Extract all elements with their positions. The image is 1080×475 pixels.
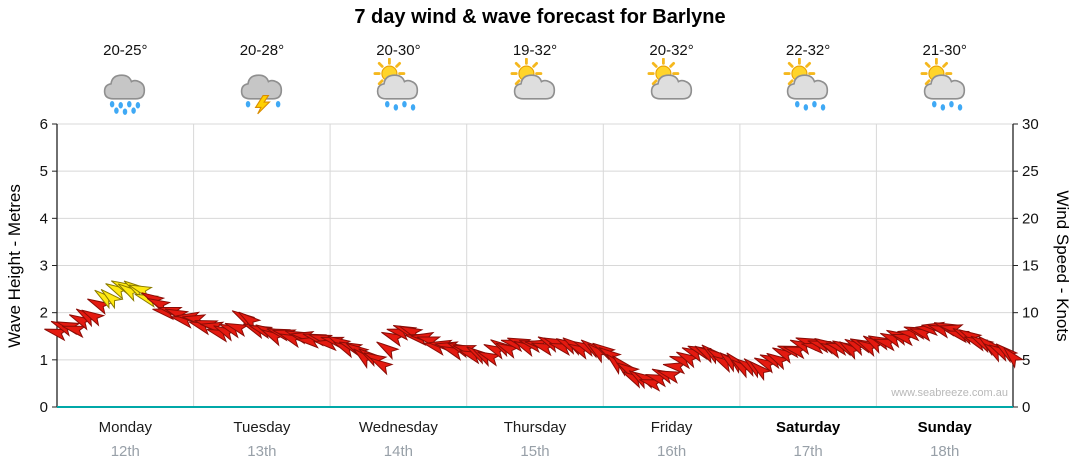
cloud-icon (513, 74, 556, 100)
sun-cloud-icon (645, 57, 699, 116)
date-label-thursday: 15th (520, 443, 550, 460)
page-title: 7 day wind & wave forecast for Barlyne (354, 6, 726, 28)
temperature-range-saturday: 22-32° (785, 42, 831, 59)
date-label-saturday: 17th (793, 443, 823, 460)
day-label-thursday: Thursday (503, 419, 567, 436)
day-label-monday: Monday (98, 419, 152, 436)
rain-drops-icon (245, 100, 281, 108)
svg-text:5: 5 (40, 163, 48, 180)
svg-text:0: 0 (40, 399, 48, 416)
rain-drops-icon (110, 100, 141, 115)
cloud-icon (377, 74, 419, 100)
temperature-range-wednesday: 20-30° (376, 42, 421, 59)
date-label-sunday: 18th (930, 443, 960, 460)
temperature-range-monday: 20-25° (103, 42, 148, 59)
rain-drops-icon (931, 100, 962, 111)
svg-text:6: 6 (40, 116, 48, 133)
grid-lines (57, 123, 1013, 407)
date-label-monday: 12th (110, 443, 140, 460)
cloud-icon (923, 74, 965, 100)
cloud-icon (650, 74, 692, 100)
date-label-wednesday: 14th (383, 443, 413, 460)
right-axis-ticks: 0 5 10 15 20 25 30 (1013, 116, 1039, 416)
temperature-range-thursday: 19-32° (512, 42, 558, 59)
day-label-saturday: Saturday (775, 419, 841, 436)
rain-drops-icon (795, 100, 826, 111)
cloud-icon (240, 74, 283, 100)
left-axis-title: Wave Height - Metres (5, 184, 24, 348)
sun-cloud-rain-icon (918, 57, 972, 116)
rain-drops-icon (385, 100, 416, 111)
watermark: www.seabreeze.com.au (891, 387, 1008, 399)
svg-text:0: 0 (1022, 399, 1030, 416)
storm-icon (235, 58, 289, 116)
cloud-icon (104, 74, 146, 100)
day-label-tuesday: Tuesday (233, 419, 291, 436)
svg-text:30: 30 (1022, 116, 1039, 133)
rain-icon (98, 58, 152, 116)
svg-text:10: 10 (1022, 305, 1039, 322)
temperature-range-friday: 20-32° (649, 42, 694, 59)
svg-text:2: 2 (40, 305, 48, 322)
date-label-tuesday: 13th (247, 443, 277, 460)
temperature-range-tuesday: 20-28° (239, 42, 285, 59)
svg-text:20: 20 (1022, 210, 1039, 227)
sun-cloud-icon (508, 57, 562, 116)
cloud-icon (786, 74, 829, 100)
svg-text:15: 15 (1022, 258, 1039, 275)
date-label-friday: 16th (656, 443, 687, 460)
svg-text:3: 3 (40, 258, 48, 275)
day-label-wednesday: Wednesday (358, 419, 438, 436)
day-label-friday: Friday (650, 419, 693, 436)
svg-text:4: 4 (40, 210, 48, 227)
sun-cloud-rain-icon (371, 57, 425, 116)
wind-barbs (44, 280, 1025, 392)
lightning-icon (254, 95, 271, 115)
svg-text:5: 5 (1022, 352, 1030, 369)
left-axis-ticks: 0 1 2 3 4 5 6 (40, 116, 57, 416)
temperature-range-sunday: 21-30° (922, 42, 967, 59)
sun-cloud-rain-icon (781, 57, 835, 116)
svg-text:1: 1 (40, 352, 48, 369)
right-axis-title: Wind Speed - Knots (1053, 190, 1072, 342)
day-label-sunday: Sunday (917, 419, 972, 436)
svg-text:25: 25 (1022, 163, 1039, 180)
